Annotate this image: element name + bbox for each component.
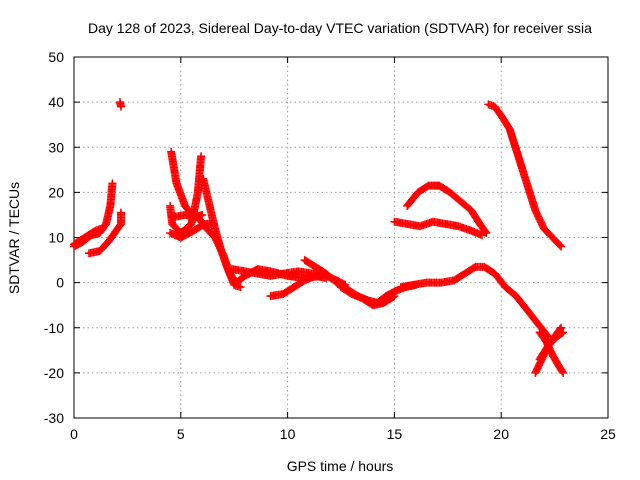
- y-tick-label: -10: [44, 320, 64, 336]
- data-point: [481, 227, 490, 236]
- x-tick-label: 15: [387, 426, 403, 442]
- data-point: [557, 242, 566, 251]
- data-point: [390, 292, 399, 301]
- series-arc-17: [484, 100, 566, 251]
- chart-title: Day 128 of 2023, Sidereal Day-to-day VTE…: [88, 20, 592, 36]
- y-tick-label: 0: [56, 275, 64, 291]
- series-arc-13: [337, 283, 399, 310]
- data-point: [559, 368, 568, 377]
- y-tick-label: 20: [48, 184, 64, 200]
- data-point: [97, 224, 106, 233]
- data-point: [559, 328, 568, 337]
- series-arc-7: [166, 219, 215, 242]
- plot-frame: [73, 56, 609, 419]
- x-tick-label: 25: [600, 426, 616, 442]
- data-point: [236, 283, 245, 292]
- y-tick-label: 40: [48, 94, 64, 110]
- x-tick-label: 0: [70, 426, 78, 442]
- data-point: [108, 179, 117, 188]
- y-tick-label: -30: [44, 410, 64, 426]
- series-arc-3: [84, 208, 125, 258]
- ticks: 0 5 10 15 20 25 -30 -20 -10 0 10 20 30 40 50: [44, 49, 616, 442]
- series-arc-11: [266, 271, 331, 301]
- x-axis-label: GPS time / hours: [287, 458, 394, 474]
- data-point: [558, 367, 567, 376]
- y-axis-label: SDTVAR / TECUs: [6, 182, 22, 294]
- series-arc-4: [115, 98, 125, 111]
- data-point: [557, 329, 566, 338]
- data-point: [555, 241, 564, 250]
- grid: [74, 57, 608, 418]
- series-arc-16: [403, 181, 491, 237]
- series-arc-2: [70, 224, 106, 249]
- y-tick-label: 10: [48, 230, 64, 246]
- x-tick-label: 5: [177, 426, 185, 442]
- series-arc-15: [390, 217, 486, 240]
- x-tick-label: 20: [493, 426, 509, 442]
- data-points: [70, 98, 568, 377]
- y-tick-label: -20: [44, 365, 64, 381]
- data-point: [116, 208, 125, 217]
- data-point: [482, 228, 491, 237]
- data-point: [197, 152, 206, 161]
- y-tick-label: 30: [48, 139, 64, 155]
- y-tick-label: 50: [48, 49, 64, 65]
- series-arc-9: [199, 174, 245, 292]
- series-arc-14: [396, 262, 553, 341]
- series-arc-20: [535, 328, 568, 364]
- x-tick-label: 10: [280, 426, 296, 442]
- data-point: [116, 102, 125, 111]
- data-point: [389, 293, 398, 302]
